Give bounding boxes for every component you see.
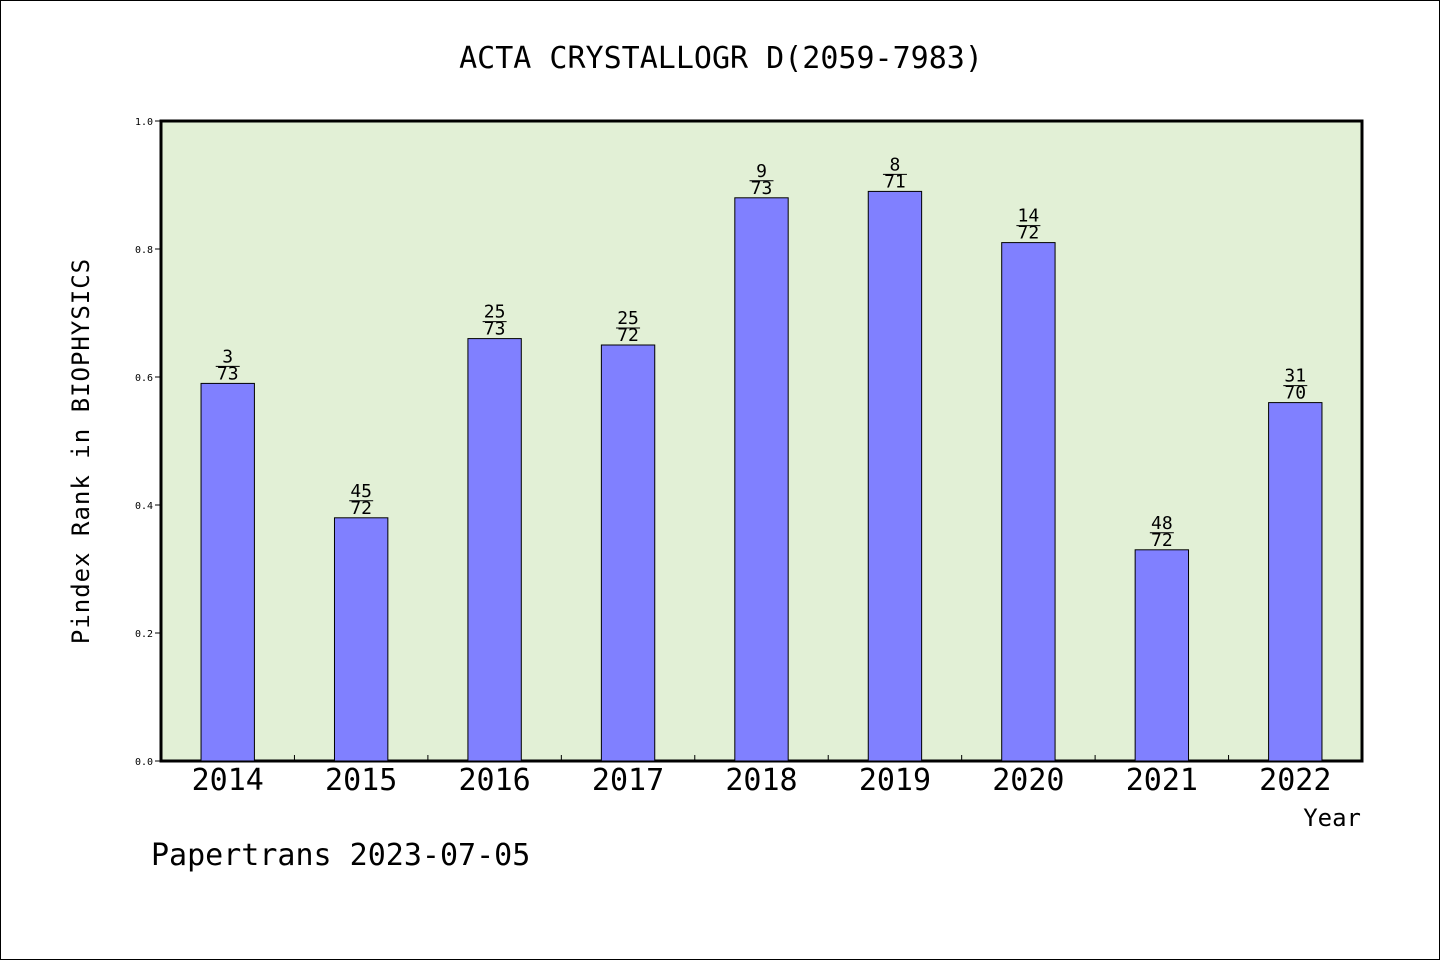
bar-rank-label: 3 [222,346,233,367]
bar-rank-label: 31 [1284,366,1306,387]
chart-title: ACTA CRYSTALLOGR D(2059-7983) [459,41,983,76]
bar-2018 [734,197,789,762]
bar-total-label: 73 [751,178,773,199]
bar-2021 [1134,549,1190,762]
x-tick-label: 2017 [592,763,664,798]
bar-2022 [1268,402,1323,762]
x-tick-label: 2019 [859,763,931,798]
y-tick-label: 0.6 [135,373,153,384]
x-tick-label: 2022 [1259,763,1331,798]
bar-total-label: 73 [484,319,506,340]
bars [200,190,1323,762]
bar-2016 [467,338,522,762]
y-axis-ticks: 0.0 0.2 0.4 0.6 0.8 1.0 [135,117,161,768]
bar-2020 [1001,242,1056,762]
x-tick-label: 2015 [325,763,397,798]
x-tick-label: 2018 [725,763,797,798]
x-axis-label: Year [1303,804,1361,832]
bar-2014 [200,382,255,762]
bar-2017 [600,344,656,762]
x-tick-label: 2021 [1126,763,1198,798]
bar-total-label: 73 [217,363,239,384]
x-tick-label: 2016 [458,763,530,798]
bar-total-label: 72 [350,498,372,519]
bar-rank-label: 48 [1151,513,1173,534]
bar-total-label: 72 [1151,530,1173,551]
x-tick-label: 2020 [992,763,1064,798]
bar-total-label: 70 [1284,383,1306,404]
y-tick-label: 0.0 [135,757,153,768]
y-tick-label: 1.0 [135,117,153,128]
x-axis-ticks: 2014 2015 2016 2017 2018 2019 2020 2021 2022 [192,755,1331,798]
y-axis-label: Pindex Rank in BIOPHYSICS [67,258,95,644]
bar-rank-label: 25 [617,308,639,329]
bar-total-label: 72 [617,325,639,346]
bar-2019 [867,190,923,762]
bar-rank-label: 25 [484,302,506,323]
y-tick-label: 0.2 [135,629,153,640]
bar-rank-label: 8 [890,154,901,175]
y-tick-label: 0.4 [135,501,153,512]
x-tick-label: 2014 [192,763,264,798]
y-tick-label: 0.8 [135,245,153,256]
bar-2015 [333,517,389,762]
bar-total-label: 72 [1018,223,1040,244]
bar-rank-label: 9 [756,161,767,182]
bar-total-label: 71 [884,171,906,192]
bar-rank-label: 45 [350,481,372,502]
bar-rank-label: 14 [1018,206,1040,227]
footer-credit: Papertrans 2023-07-05 [151,838,530,873]
